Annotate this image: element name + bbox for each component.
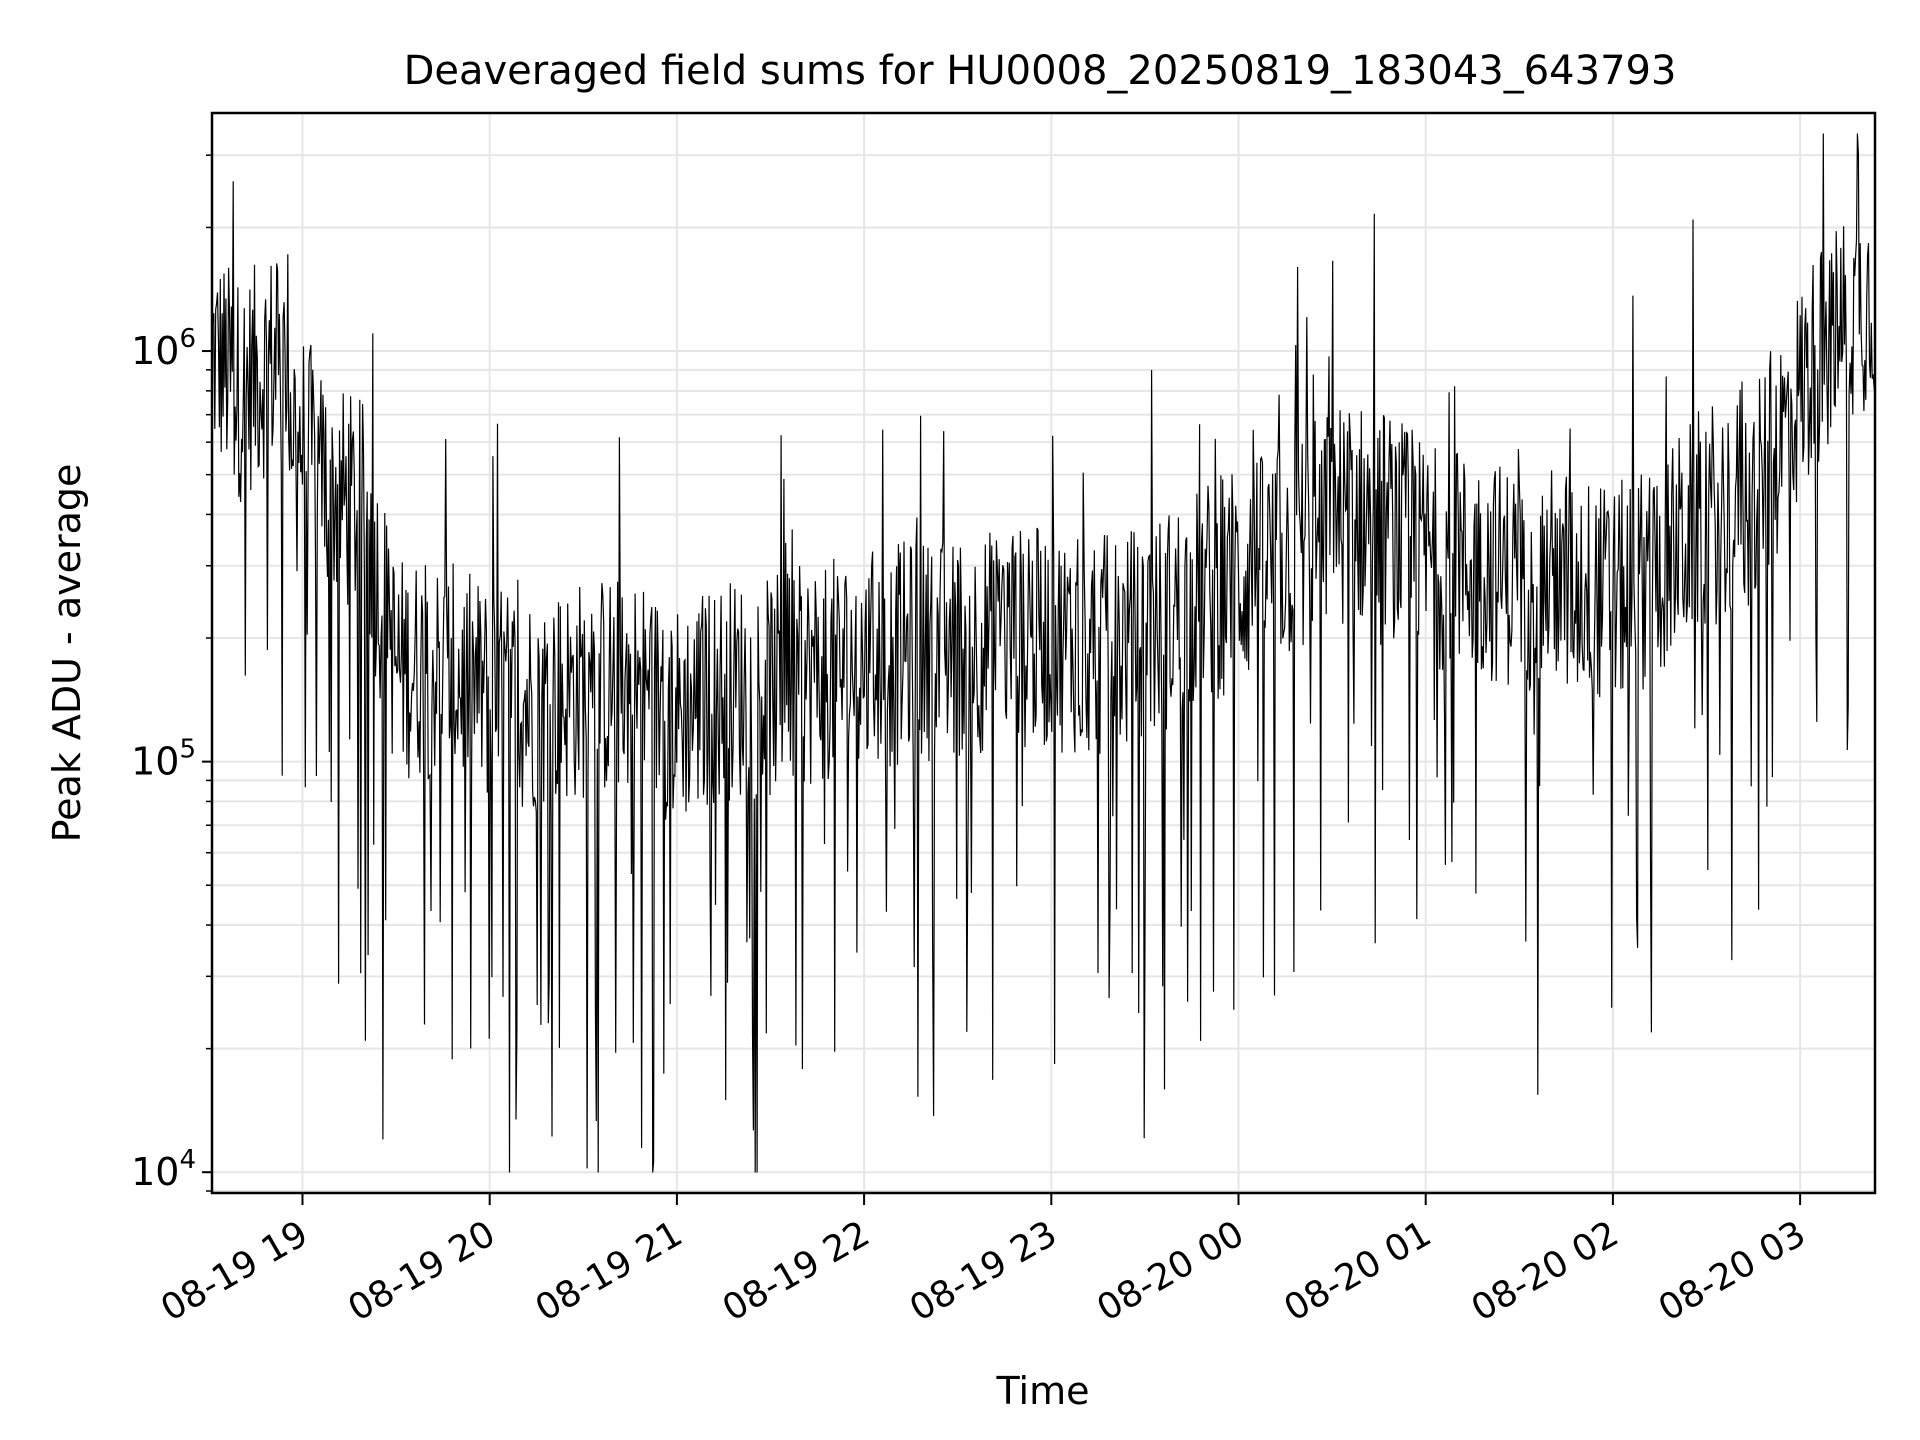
plot-frame: [210, 111, 1877, 1195]
x-axis: 08-19 19 08-19 20 08-19 21 08-19 22 08-19 23…: [154, 1193, 1813, 1330]
y-axis: 104 105 106: [131, 154, 212, 1194]
x-tick-label: 08-20 00: [1090, 1213, 1251, 1329]
x-tick-label: 08-19 22: [716, 1213, 877, 1329]
x-tick-label: 08-19 19: [154, 1213, 315, 1329]
y-tick-label: 105: [131, 735, 196, 784]
series-line-layer: [211, 133, 1876, 1173]
x-axis-label: Time: [996, 1369, 1090, 1413]
x-tick-label: 08-20 02: [1465, 1213, 1626, 1329]
chart-title: Deaveraged field sums for HU0008_2025081…: [404, 48, 1677, 94]
x-tick-label: 08-19 21: [529, 1213, 690, 1329]
x-tick-label: 08-20 03: [1652, 1213, 1813, 1329]
y-tick-label: 104: [131, 1145, 196, 1194]
x-tick-label: 08-19 20: [342, 1213, 503, 1329]
y-axis-label: Peak ADU - average: [45, 464, 89, 843]
series-line: [211, 133, 1876, 1173]
y-tick-label: 106: [131, 324, 196, 373]
x-tick-label: 08-20 01: [1278, 1213, 1439, 1329]
x-tick-label: 08-19 23: [903, 1213, 1064, 1329]
